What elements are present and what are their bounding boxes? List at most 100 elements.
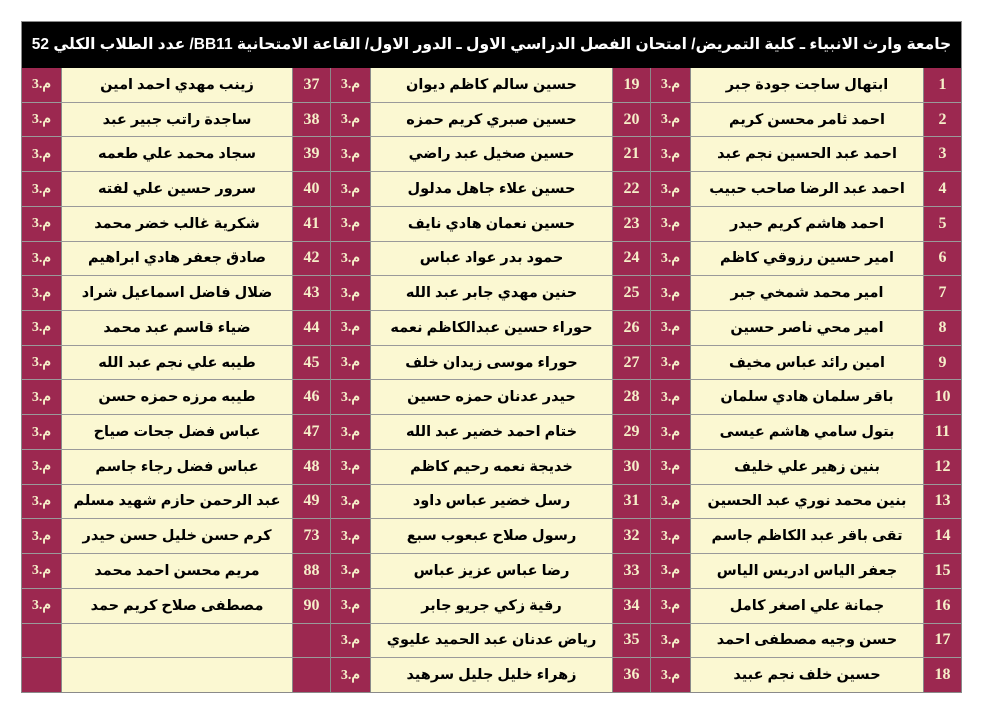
table-row[interactable]: 26 حوراء حسين عبدالكاظم نعمه م.3 [331,310,650,345]
table-row[interactable]: 49 عبد الرحمن حازم شهيد مسلم م.3 [22,483,330,519]
table-row[interactable]: 2 احمد ثامر محسن كريم م.3 [651,101,961,137]
table-row[interactable]: 23 حسين نعمان هادي نايف م.3 [331,205,650,241]
student-name-cell: احمد هاشم كريم حيدر [691,206,923,241]
group-middle: 19 حسين سالم كاظم ديوان م.3 20 حسين صبري كري… [331,68,651,692]
student-name-cell: طيبه علي نجم عبد الله [62,345,292,380]
student-name-cell [62,658,292,692]
student-name-cell: ضياء قاسم عبد محمد [62,311,292,345]
table-row[interactable]: 7 امير محمد شمخي جبر م.3 [651,275,961,311]
row-number-cell: 18 [923,658,961,692]
row-number-cell: 37 [292,68,330,102]
student-name-cell: جعفر الياس ادريس الياس [691,554,923,588]
table-row[interactable]: 15 جعفر الياس ادريس الياس م.3 [651,553,961,588]
student-name-cell: حوراء موسى زيدان خلف [371,345,612,380]
student-name-cell: زينب مهدي احمد امين [62,68,292,102]
table-row[interactable]: 19 حسين سالم كاظم ديوان م.3 [331,68,650,102]
table-row[interactable]: 9 امين رائد عباس مخيف م.3 [651,344,961,380]
student-name-cell: حوراء حسين عبدالكاظم نعمه [371,311,612,345]
table-row[interactable]: 21 حسين صخيل عبد راضي م.3 [331,136,650,172]
stage-marker-cell: م.3 [331,172,371,206]
table-row[interactable]: 35 رياض عدنان عبد الحميد عليوي م.3 [331,622,650,658]
table-row[interactable]: 27 حوراء موسى زيدان خلف م.3 [331,344,650,380]
row-number-cell: 31 [612,484,650,519]
student-name-cell: ابتهال ساجت جودة جبر [691,68,923,102]
stage-marker-cell: م.3 [651,449,691,484]
table-row[interactable]: 45 طيبه علي نجم عبد الله م.3 [22,344,330,380]
table-row[interactable]: 38 ساجدة راتب جبير عبد م.3 [22,101,330,137]
student-name-cell: حيدر عدنان حمزه حسين [371,380,612,415]
row-number-cell: 9 [923,345,961,380]
table-row[interactable]: 12 بنين زهير علي خليف م.3 [651,448,961,484]
table-row[interactable]: 5 احمد هاشم كريم حيدر م.3 [651,205,961,241]
stage-marker-cell: م.3 [651,588,691,623]
student-name-cell [62,623,292,658]
stage-marker-cell: م.3 [651,380,691,415]
table-row[interactable]: 4 احمد عبد الرضا صاحب حبيب م.3 [651,171,961,206]
table-row[interactable]: 8 امير محي ناصر حسين م.3 [651,310,961,345]
table-row[interactable]: 39 سجاد محمد علي طعمه م.3 [22,136,330,172]
table-row[interactable]: 33 رضا عباس عزيز عباس م.3 [331,553,650,588]
stage-marker-cell: م.3 [651,102,691,137]
table-row[interactable]: 3 احمد عبد الحسين نجم عبد م.3 [651,136,961,172]
table-row[interactable]: 40 سرور حسين علي لفته م.3 [22,171,330,206]
row-number-cell: 41 [292,206,330,241]
stage-marker-cell: م.3 [651,276,691,311]
stage-marker-cell: م.3 [331,588,371,623]
table-row[interactable]: 44 ضياء قاسم عبد محمد م.3 [22,310,330,345]
table-row[interactable]: 11 بتول سامي هاشم عيسى م.3 [651,414,961,449]
stage-marker-cell: م.3 [331,554,371,588]
table-row[interactable]: 31 رسل خضير عباس داود م.3 [331,483,650,519]
student-name-cell: حسين نعمان هادي نايف [371,206,612,241]
stage-marker-cell: م.3 [22,276,62,311]
table-row[interactable]: 18 حسين خلف نجم عبيد م.3 [651,657,961,692]
table-row[interactable]: 14 تقى باقر عبد الكاظم جاسم م.3 [651,518,961,554]
stage-marker-cell: م.3 [331,276,371,311]
table-row[interactable]: 20 حسين صبري كريم حمزه م.3 [331,101,650,137]
student-name-cell: ختام احمد خضير عبد الله [371,415,612,449]
student-name-cell: سجاد محمد علي طعمه [62,137,292,172]
student-name-cell: حنين مهدي جابر عبد الله [371,276,612,311]
table-row[interactable]: 34 رقية زكي جريو جابر م.3 [331,587,650,623]
row-number-cell: 43 [292,276,330,311]
table-row[interactable]: 25 حنين مهدي جابر عبد الله م.3 [331,275,650,311]
stage-marker-cell: م.3 [331,345,371,380]
table-row[interactable]: 30 خديجة نعمه رحيم كاظم م.3 [331,448,650,484]
table-row[interactable]: 43 ضلال فاضل اسماعيل شراد م.3 [22,275,330,311]
table-row[interactable]: 90 مصطفى صلاح كريم حمد م.3 [22,587,330,623]
student-name-cell: احمد ثامر محسن كريم [691,102,923,137]
table-row[interactable]: 17 حسن وجيه مصطفى احمد م.3 [651,622,961,658]
table-row[interactable] [22,657,330,692]
table-row[interactable]: 13 بنين محمد نوري عبد الحسين م.3 [651,483,961,519]
table-row[interactable]: 42 صادق جعفر هادي ابراهيم م.3 [22,240,330,276]
table-row[interactable]: 29 ختام احمد خضير عبد الله م.3 [331,414,650,449]
stage-marker-cell: م.3 [331,658,371,692]
table-row[interactable]: 1 ابتهال ساجت جودة جبر م.3 [651,68,961,102]
student-name-cell: ساجدة راتب جبير عبد [62,102,292,137]
student-name-cell: سرور حسين علي لفته [62,172,292,206]
table-row[interactable]: 36 زهراء خليل جليل سرهيد م.3 [331,657,650,692]
table-row[interactable]: 88 مريم محسن احمد محمد م.3 [22,553,330,588]
table-row[interactable]: 47 عباس فضل جحات صياح م.3 [22,414,330,449]
row-number-cell: 17 [923,623,961,658]
row-number-cell: 11 [923,415,961,449]
stage-marker-cell: م.3 [22,345,62,380]
table-row[interactable]: 32 رسول صلاح عبعوب سبع م.3 [331,518,650,554]
student-name-cell: حسين صخيل عبد راضي [371,137,612,172]
table-row[interactable]: 6 امير حسين رزوقي كاظم م.3 [651,240,961,276]
table-row[interactable]: 16 جمانة علي اصغر كامل م.3 [651,587,961,623]
student-roster-table: جامعة وارث الانبياء ـ كلية التمريض/ امتح… [21,21,962,693]
student-name-cell: رياض عدنان عبد الحميد عليوي [371,623,612,658]
table-row[interactable]: 37 زينب مهدي احمد امين م.3 [22,68,330,102]
row-number-cell: 7 [923,276,961,311]
table-row[interactable]: 48 عباس فضل رجاء جاسم م.3 [22,448,330,484]
table-row[interactable]: 22 حسين علاء جاهل مدلول م.3 [331,171,650,206]
table-row[interactable] [22,622,330,658]
table-row[interactable]: 46 طيبه مرزه حمزه حسن م.3 [22,379,330,415]
table-row[interactable]: 41 شكرية غالب خضر محمد م.3 [22,205,330,241]
row-number-cell: 46 [292,380,330,415]
table-row[interactable]: 73 كرم حسن خليل حسن حيدر م.3 [22,518,330,554]
table-row[interactable]: 24 حمود بدر عواد عباس م.3 [331,240,650,276]
student-name-cell: بنين زهير علي خليف [691,449,923,484]
table-row[interactable]: 10 باقر سلمان هادي سلمان م.3 [651,379,961,415]
table-row[interactable]: 28 حيدر عدنان حمزه حسين م.3 [331,379,650,415]
